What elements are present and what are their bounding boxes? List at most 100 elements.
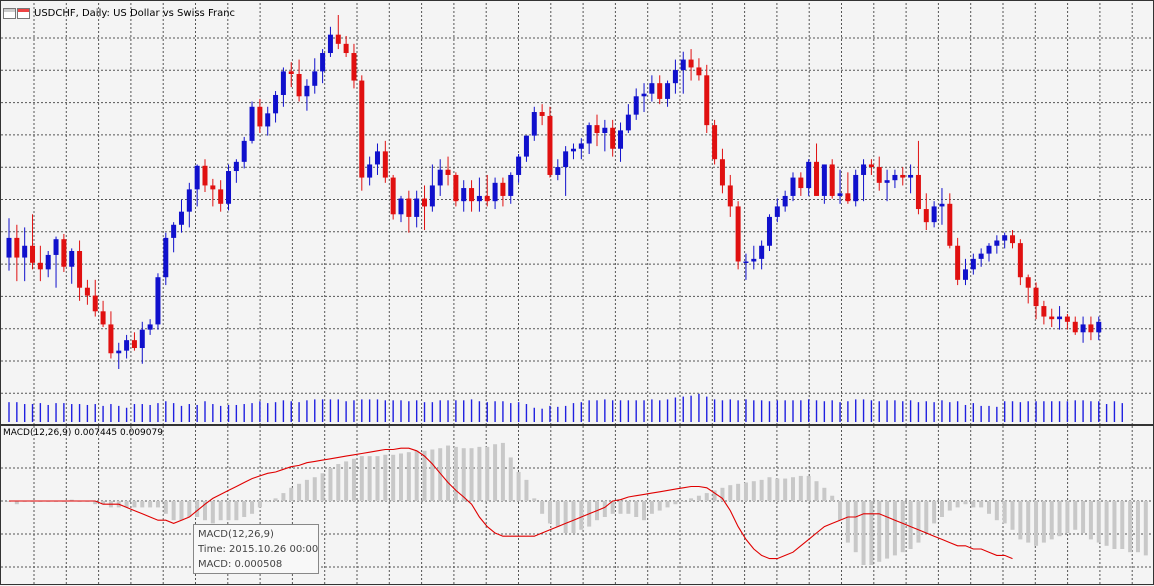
candle-body (798, 177, 804, 189)
macd-histogram-bar (900, 501, 905, 553)
macd-histogram-bar (171, 501, 176, 521)
macd-histogram-bar (1096, 501, 1101, 543)
macd-histogram-bar (602, 501, 607, 517)
candle-body (116, 350, 122, 354)
candle-body (1041, 306, 1047, 317)
macd-histogram-bar (383, 454, 388, 501)
macd-histogram-bar (336, 464, 341, 501)
candle-body (241, 140, 247, 162)
macd-histogram-bar (681, 501, 686, 502)
macd-histogram-bar (132, 501, 137, 508)
candle-body (53, 239, 59, 255)
candle-body (461, 188, 467, 202)
macd-histogram-bar (1002, 501, 1007, 524)
candle-body (837, 193, 843, 196)
macd-histogram-bar (461, 448, 466, 501)
candle-body (69, 251, 75, 267)
macd-histogram-bar (101, 501, 106, 505)
candle-body (814, 161, 820, 196)
candle-body (108, 324, 114, 354)
macd-histogram-bar (359, 456, 364, 501)
macd-histogram-bar (289, 487, 294, 501)
macd-histogram-bar (798, 475, 803, 501)
candle-body (92, 295, 98, 312)
candlestick-series (6, 15, 1102, 369)
candle-body (633, 96, 639, 115)
macd-histogram-bar (673, 501, 678, 505)
candle-body (516, 156, 522, 175)
macd-histogram-bar (955, 501, 960, 508)
candle-body (931, 206, 937, 223)
macd-histogram-bar (422, 450, 427, 501)
macd-histogram-bar (751, 481, 756, 501)
macd-histogram-bar (1041, 501, 1046, 543)
macd-histogram-bar (453, 446, 458, 501)
candle-body (1033, 287, 1039, 307)
macd-histogram-bar (250, 501, 255, 514)
macd-histogram-bar (791, 477, 795, 501)
macd-histogram-bar (179, 501, 184, 521)
macd-histogram-bar (939, 501, 944, 517)
candle-body (1049, 316, 1055, 320)
candle-body (500, 182, 506, 196)
macd-histogram-bar (1135, 501, 1140, 553)
candle-body (547, 115, 553, 175)
candle-body (782, 195, 788, 207)
candle-body (288, 71, 294, 74)
macd-histogram-bar (783, 478, 788, 501)
macd-histogram-bar (328, 468, 333, 501)
macd-histogram-bar (320, 473, 325, 501)
candle-body (1057, 316, 1063, 320)
macd-indicator-label: MACD(12,26,9) 0.007445 0.009079 (3, 428, 163, 438)
macd-histogram-bar (210, 501, 215, 524)
candle-body (570, 148, 576, 152)
macd-histogram-bar (979, 501, 984, 508)
macd-histogram-bar (555, 501, 560, 527)
macd-histogram-bar (540, 501, 545, 514)
candle-body (335, 34, 341, 44)
candle-body (555, 167, 561, 175)
candle-body (1064, 316, 1070, 322)
candle-body (680, 59, 686, 71)
candle-body (1072, 321, 1078, 333)
candle-body (327, 34, 333, 54)
candle-body (915, 174, 921, 210)
macd-histogram-bar (163, 501, 168, 514)
candle-body (766, 216, 772, 246)
candle-body (22, 245, 28, 258)
candle-body (100, 311, 106, 325)
macd-histogram-bar (830, 495, 835, 501)
macd-histogram-bar (140, 501, 145, 508)
candle-body (320, 53, 326, 72)
chart-title-bar: USDCHF, Daily: US Dollar vs Swiss Franc (3, 5, 235, 21)
candle-body (61, 239, 67, 267)
macd-histogram-bar (14, 501, 19, 505)
macd-histogram-bar (155, 501, 160, 508)
candle-body (853, 174, 859, 202)
candle-body (868, 164, 874, 168)
candle-body (312, 71, 318, 86)
macd-histogram-bar (297, 483, 302, 501)
candle-body (806, 161, 812, 189)
macd-signal (9, 447, 1013, 560)
candle-body (618, 130, 624, 149)
candle-body (155, 277, 161, 325)
macd-histogram-bar (822, 487, 827, 501)
candle-body (774, 206, 780, 217)
candle-body (492, 182, 498, 202)
macd-histogram-bar (767, 477, 772, 501)
candle-body (265, 113, 271, 127)
candle-body (649, 83, 655, 94)
candle-body (84, 287, 90, 296)
candle-body (37, 262, 43, 270)
candle-body (484, 195, 490, 202)
macd-histogram-bar (446, 445, 451, 501)
candle-body (476, 195, 482, 202)
candle-body (994, 240, 1000, 246)
candle-body (398, 198, 404, 215)
macd-histogram-bar (971, 501, 976, 508)
candle-body (131, 340, 137, 349)
macd-histogram-bar (743, 482, 748, 501)
